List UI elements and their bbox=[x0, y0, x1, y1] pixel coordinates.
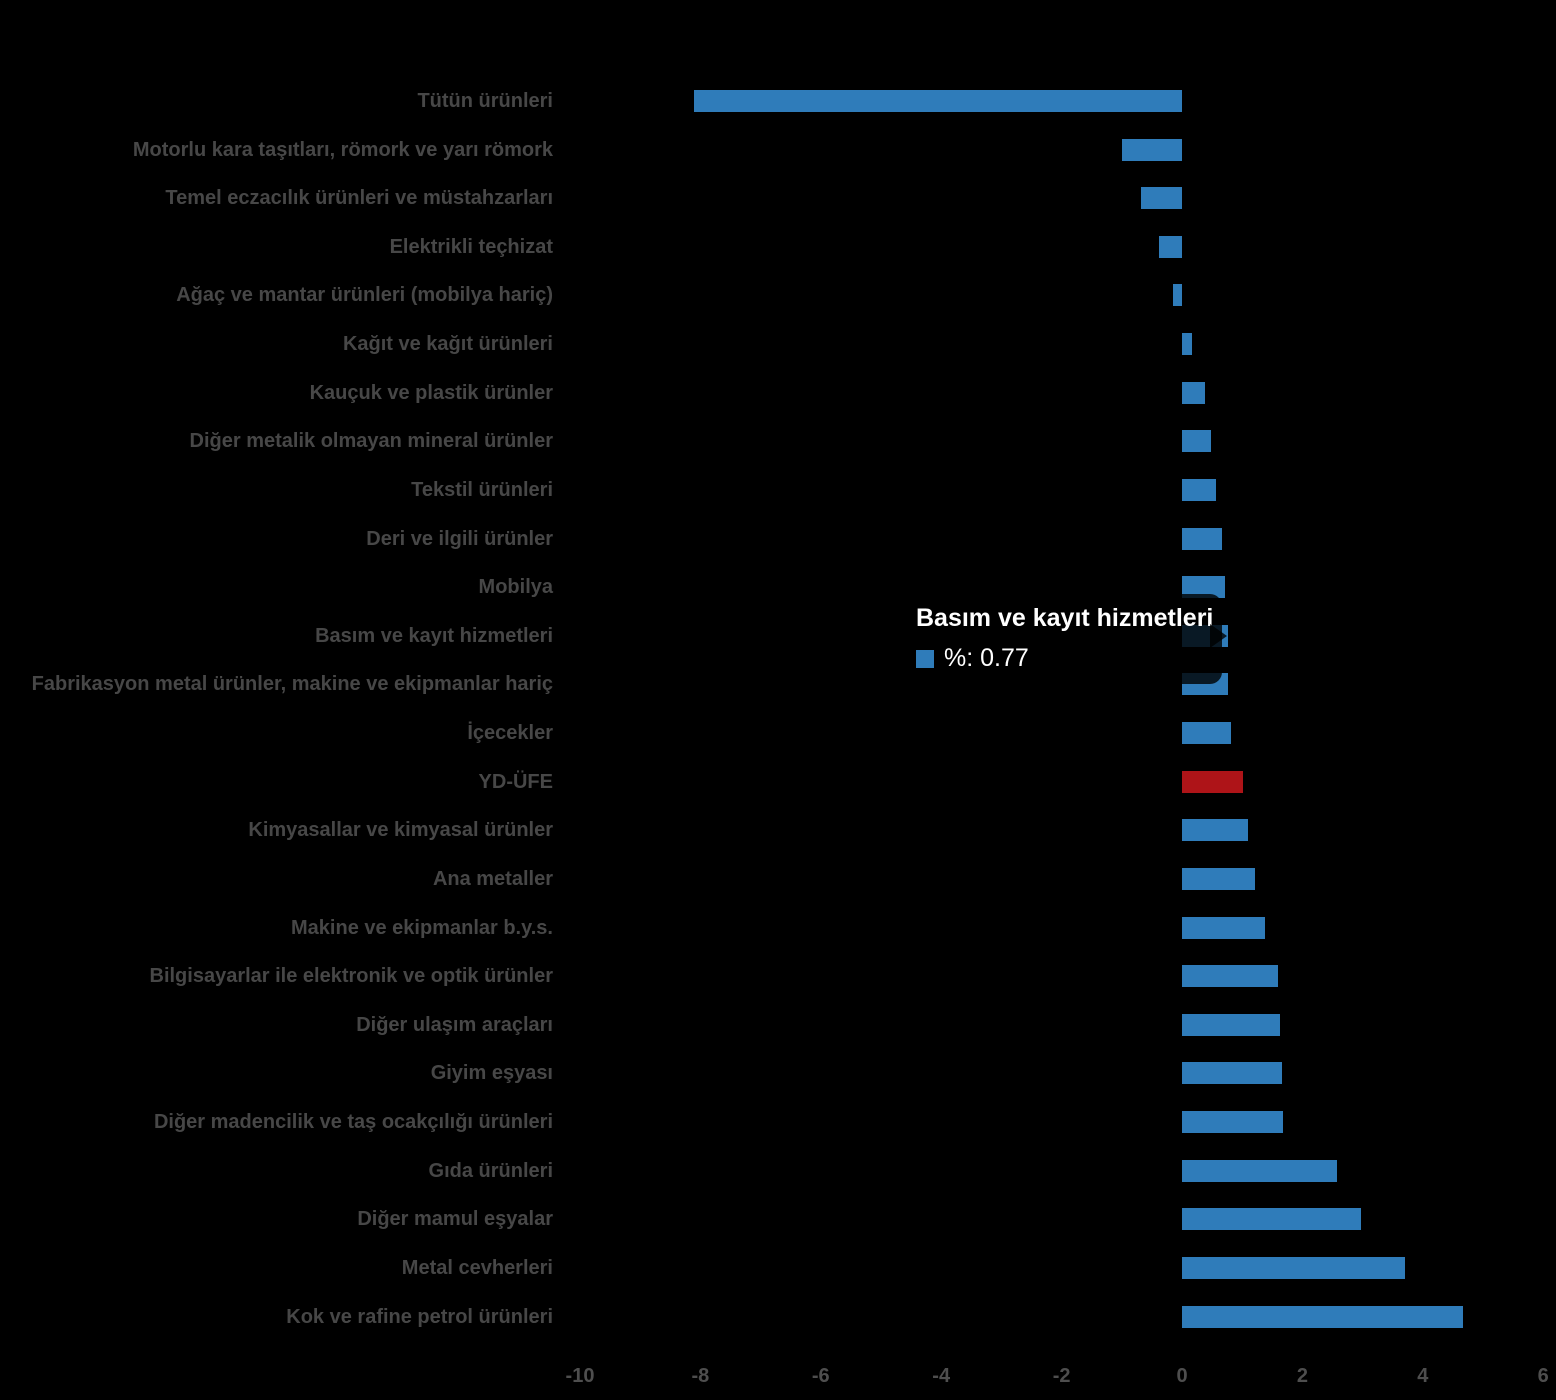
category-label: Makine ve ekipmanlar b.y.s. bbox=[291, 916, 553, 939]
bar[interactable] bbox=[1182, 576, 1225, 599]
category-label: Ana metaller bbox=[432, 867, 553, 890]
category-label: Mobilya bbox=[478, 576, 553, 599]
x-axis-tick-label: -6 bbox=[811, 1365, 830, 1387]
x-axis-tick-label: -8 bbox=[691, 1365, 710, 1387]
category-label: Bilgisayarlar ile elektronik ve optik ür… bbox=[149, 965, 554, 988]
category-label: Kağıt ve kağıt ürünleri bbox=[342, 333, 553, 356]
bar[interactable] bbox=[1182, 1256, 1405, 1279]
category-label: Gıda ürünleri bbox=[428, 1159, 553, 1182]
category-label: Basım ve kayıt hizmetleri bbox=[315, 624, 553, 647]
x-axis-tick-label: 0 bbox=[1176, 1365, 1188, 1387]
bar[interactable] bbox=[1182, 1111, 1283, 1134]
category-label: Temel eczacılık ürünleri ve müstahzarlar… bbox=[165, 187, 553, 210]
category-label: Diğer madencilik ve taş ocakçılığı ürünl… bbox=[153, 1111, 553, 1134]
category-label: Kok ve rafine petrol ürünleri bbox=[286, 1305, 553, 1328]
tooltip-value-line: %: 0.77 bbox=[916, 644, 1222, 673]
category-label: Deri ve ilgili ürünler bbox=[366, 527, 553, 550]
bar[interactable] bbox=[1172, 284, 1182, 307]
bar[interactable] bbox=[1182, 478, 1217, 501]
category-label: İçecekler bbox=[467, 722, 553, 745]
category-label: Motorlu kara taşıtları, römork ve yarı r… bbox=[132, 138, 553, 161]
x-axis-tick-label: -2 bbox=[1052, 1365, 1071, 1387]
category-label: Diğer mamul eşyalar bbox=[357, 1208, 553, 1231]
x-axis-tick-label: -10 bbox=[565, 1365, 595, 1387]
bar[interactable] bbox=[1182, 1159, 1338, 1182]
category-label: Diğer ulaşım araçları bbox=[356, 1013, 553, 1036]
bar[interactable] bbox=[1182, 965, 1279, 988]
bar[interactable] bbox=[1182, 1062, 1282, 1085]
category-label: Elektrikli teçhizat bbox=[389, 235, 553, 258]
bar[interactable] bbox=[1182, 333, 1193, 356]
bar[interactable] bbox=[1182, 770, 1244, 793]
category-label: Kauçuk ve plastik ürünler bbox=[309, 381, 553, 404]
tooltip-pointer-icon bbox=[1210, 624, 1227, 648]
x-axis-tick-label: -4 bbox=[932, 1365, 951, 1387]
bar[interactable] bbox=[1182, 722, 1231, 745]
category-label: Tütün ürünleri bbox=[417, 90, 553, 112]
category-label: Tekstil ürünleri bbox=[411, 478, 553, 501]
category-label: Diğer metalik olmayan mineral ürünler bbox=[189, 430, 553, 453]
bar[interactable] bbox=[1182, 819, 1249, 842]
bar[interactable] bbox=[1182, 527, 1222, 550]
bar[interactable] bbox=[1182, 1208, 1361, 1231]
bar[interactable] bbox=[1182, 1305, 1463, 1328]
series-swatch-icon bbox=[916, 649, 934, 668]
bar[interactable] bbox=[694, 90, 1182, 112]
category-label: Ağaç ve mantar ürünleri (mobilya hariç) bbox=[176, 284, 553, 307]
tooltip: Basım ve kayıt hizmetleri %: 0.77 bbox=[902, 594, 1222, 684]
bar[interactable] bbox=[1182, 381, 1206, 404]
bar[interactable] bbox=[1182, 916, 1266, 939]
bar[interactable] bbox=[1182, 1013, 1281, 1036]
category-label: Kimyasallar ve kimyasal ürünler bbox=[248, 819, 553, 842]
category-label: YD-ÜFE bbox=[478, 770, 553, 793]
category-label: Giyim eşyası bbox=[430, 1062, 553, 1085]
category-label: Fabrikasyon metal ürünler, makine ve eki… bbox=[31, 673, 553, 696]
category-label: Metal cevherleri bbox=[401, 1256, 553, 1279]
bar[interactable] bbox=[1141, 187, 1182, 210]
x-axis-tick-label: 6 bbox=[1537, 1365, 1549, 1387]
tooltip-title: Basım ve kayıt hizmetleri bbox=[916, 604, 1214, 632]
bar[interactable] bbox=[1182, 867, 1255, 890]
tooltip-value: %: 0.77 bbox=[944, 644, 1029, 672]
bar[interactable] bbox=[1122, 138, 1182, 161]
bar[interactable] bbox=[1182, 430, 1212, 453]
x-axis-tick-label: 2 bbox=[1296, 1365, 1308, 1387]
x-axis-tick-label: 4 bbox=[1417, 1365, 1429, 1387]
bar[interactable] bbox=[1158, 235, 1182, 258]
